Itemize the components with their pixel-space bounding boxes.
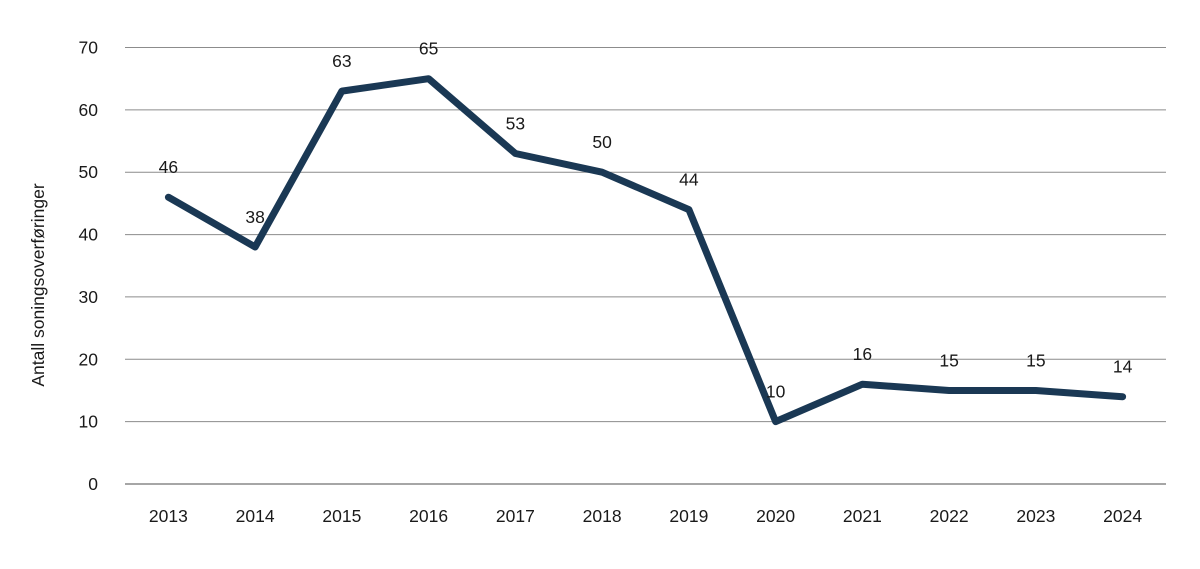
data-point-label: 15 (939, 350, 958, 370)
x-tick-label: 2022 (930, 506, 969, 526)
data-point-label: 50 (592, 132, 612, 152)
data-labels: 46 38 63 65 53 50 44 10 16 15 15 14 (159, 39, 1133, 402)
x-axis-tick-labels: 2013 2014 2015 2016 2017 2018 2019 2020 2021 2022… (149, 506, 1142, 526)
x-tick-label: 2015 (322, 506, 361, 526)
data-point-label: 65 (419, 39, 438, 59)
x-tick-label: 2023 (1016, 506, 1055, 526)
y-axis-title: Antall soningsoverføringer (28, 183, 48, 386)
data-point-label: 53 (506, 114, 525, 134)
x-tick-label: 2013 (149, 506, 188, 526)
data-point-label: 16 (853, 344, 872, 364)
data-point-label: 14 (1113, 357, 1133, 377)
data-point-label: 46 (159, 157, 178, 177)
y-tick-label: 0 (88, 474, 98, 494)
y-axis-tick-labels: 0 10 20 30 40 50 60 70 (79, 38, 99, 495)
y-tick-label: 10 (79, 412, 99, 432)
x-tick-label: 2024 (1103, 506, 1142, 526)
y-tick-label: 50 (79, 162, 99, 182)
gridlines (125, 47, 1166, 485)
y-tick-label: 20 (79, 349, 99, 369)
y-tick-label: 40 (79, 225, 99, 245)
y-tick-label: 60 (79, 100, 99, 120)
data-point-label: 15 (1026, 350, 1045, 370)
x-tick-label: 2017 (496, 506, 535, 526)
x-tick-label: 2021 (843, 506, 882, 526)
y-tick-label: 70 (79, 38, 99, 58)
x-tick-label: 2016 (409, 506, 448, 526)
x-tick-label: 2020 (756, 506, 795, 526)
data-point-label: 10 (766, 382, 786, 402)
data-line (164, 75, 1127, 426)
x-tick-label: 2018 (583, 506, 622, 526)
x-tick-label: 2014 (236, 506, 275, 526)
y-tick-label: 30 (79, 287, 99, 307)
data-point-label: 44 (679, 170, 699, 190)
data-point-label: 38 (245, 207, 264, 227)
x-tick-label: 2019 (669, 506, 708, 526)
data-point-label: 63 (332, 51, 351, 71)
